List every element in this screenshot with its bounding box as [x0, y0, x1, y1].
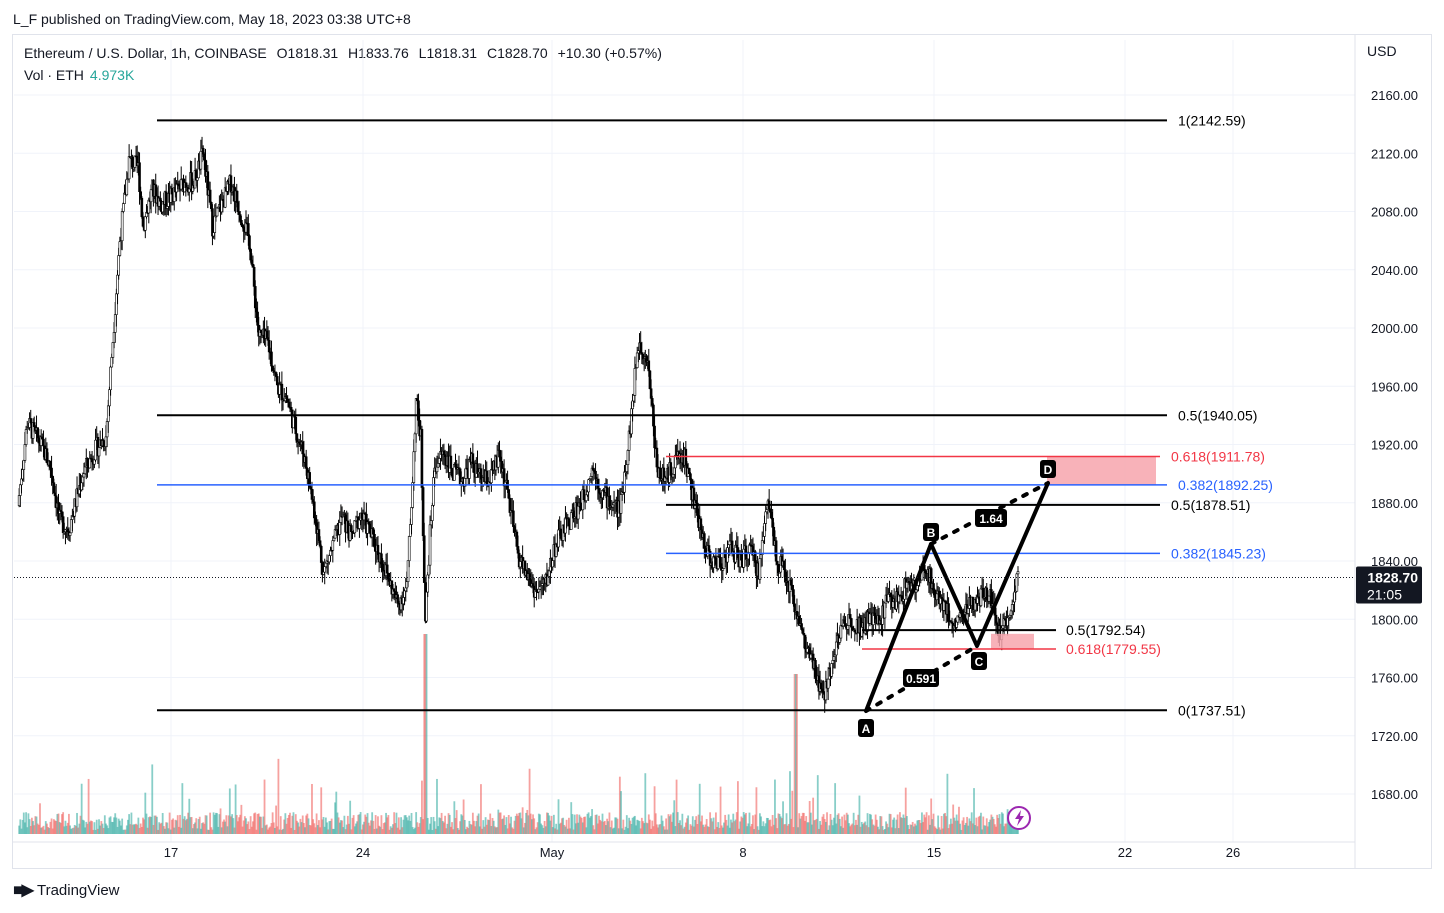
volume-label[interactable]: Vol · ETH	[24, 67, 84, 83]
open-value: O1818.31	[276, 45, 339, 61]
volume-legend: Vol · ETH 4.973K	[24, 67, 134, 83]
currency-label[interactable]: USD	[1367, 43, 1397, 59]
tradingview-logo-icon[interactable]: ■▶	[13, 882, 34, 899]
low-value: L1818.31	[418, 45, 478, 61]
close-value: C1828.70	[486, 45, 548, 61]
footer-brand[interactable]: TradingView	[36, 881, 120, 899]
change-value: +10.30 (+0.57%)	[557, 45, 662, 61]
symbol-title[interactable]: Ethereum / U.S. Dollar, 1h, COINBASE	[24, 45, 267, 61]
volume-value: 4.973K	[89, 67, 135, 83]
chart-frame	[12, 34, 1432, 869]
footer: ■▶ TradingView	[13, 880, 120, 900]
high-value: H1833.76	[348, 45, 409, 61]
symbol-legend: Ethereum / U.S. Dollar, 1h, COINBASE O18…	[24, 45, 668, 61]
publisher-line: L_F published on TradingView.com, May 18…	[13, 11, 411, 27]
